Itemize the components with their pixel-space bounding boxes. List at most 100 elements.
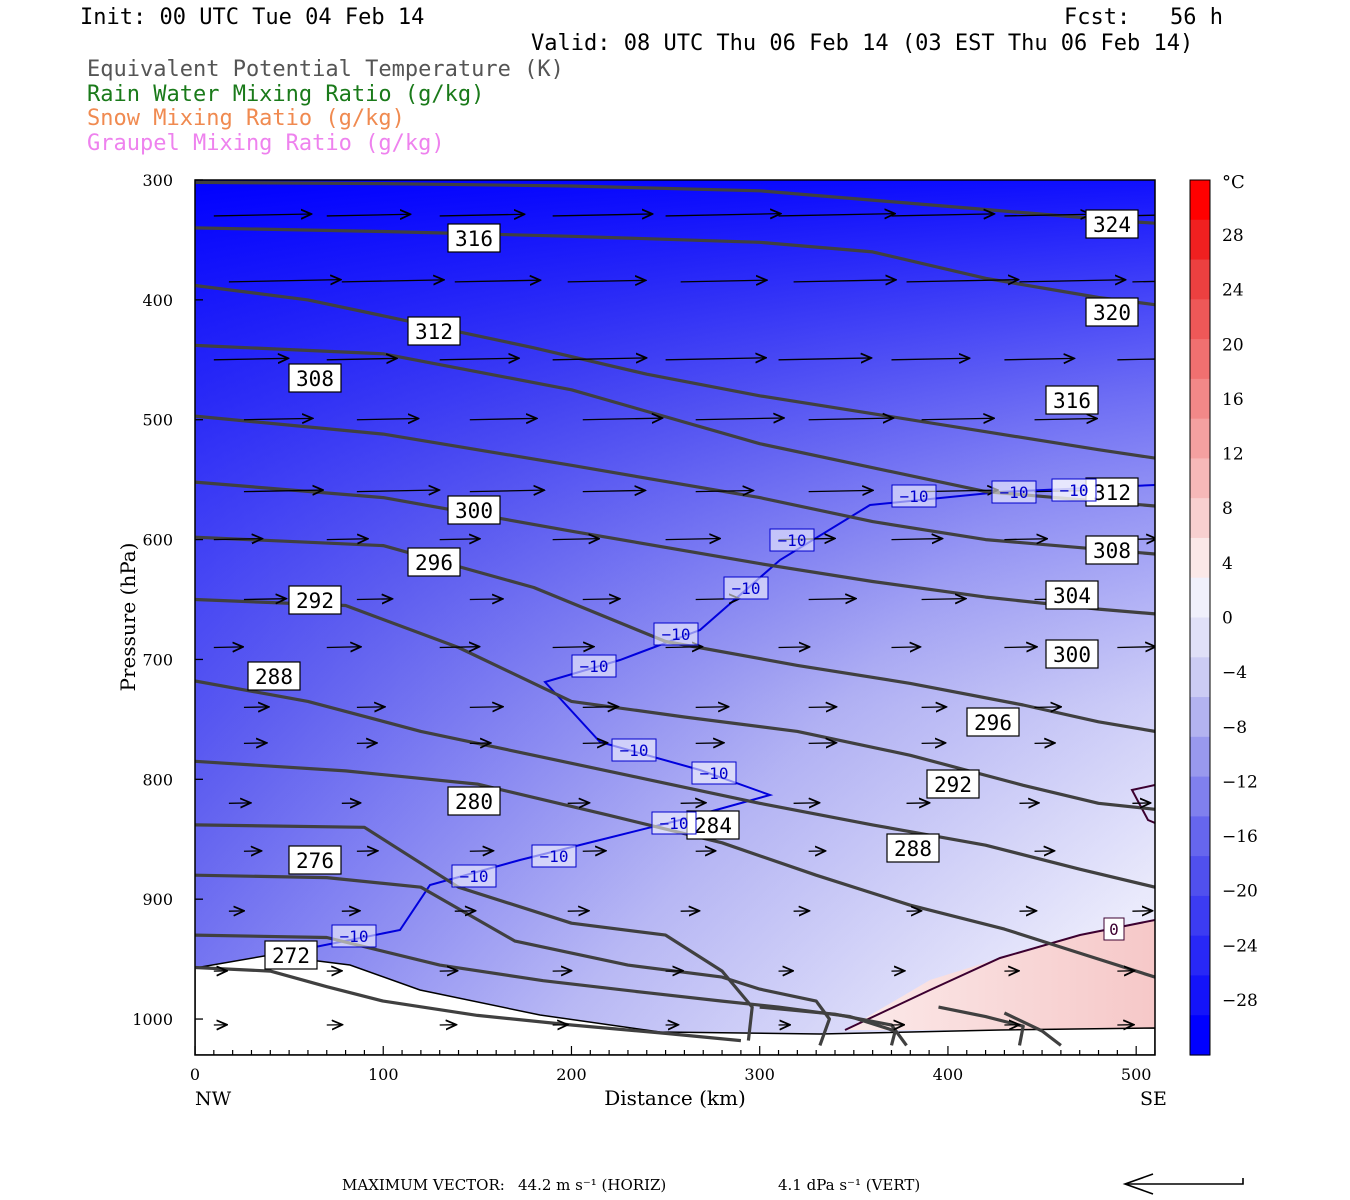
colorbar-label: 24 — [1222, 281, 1244, 301]
isentrope — [1003, 1011, 1062, 1047]
colorbar-frame — [1189, 179, 1211, 1056]
colorbar-swatch — [1190, 299, 1210, 340]
isotherm-label: −10 — [1051, 478, 1097, 502]
colorbar-swatch — [1190, 975, 1210, 1016]
isentrope — [195, 823, 754, 1041]
wind-vector — [808, 418, 894, 420]
wind-vector — [906, 280, 1019, 282]
colorbar-label: 20 — [1222, 335, 1244, 355]
wind-vector — [808, 743, 837, 744]
zero-label: 0 — [1103, 917, 1125, 941]
isotherm-label: −10 — [571, 654, 617, 678]
wind-vector — [1004, 539, 1047, 540]
isentrope — [195, 414, 1155, 556]
isentrope-label: 308 — [1085, 535, 1139, 565]
colorbar-label: −4 — [1222, 663, 1247, 683]
colorbar-swatch — [1190, 776, 1210, 817]
wind-vector — [891, 358, 969, 360]
isotherm-label: −10 — [769, 528, 815, 552]
colorbar-swatch — [1190, 339, 1210, 380]
isentrope-label: 288 — [247, 661, 301, 691]
isentrope-label: 296 — [407, 547, 461, 577]
wind-vector — [808, 490, 873, 491]
isentrope-label-box — [447, 495, 501, 525]
colorbar-label: 0 — [1222, 609, 1233, 629]
isentrope-label-box — [886, 833, 940, 863]
wind-vector — [243, 418, 313, 419]
isotherm-label: −10 — [691, 761, 737, 785]
wind-vector — [680, 803, 706, 804]
isentrope-label-text: 308 — [296, 367, 334, 391]
isotherm-label-box — [991, 480, 1037, 504]
colorbar-swatch — [1190, 378, 1210, 420]
isentrope-label: 296 — [966, 707, 1020, 737]
wind-vector — [1019, 280, 1125, 282]
max-vector-vert: 4.1 dPa s⁻¹ (VERT) — [778, 1176, 921, 1194]
wind-vector — [665, 358, 766, 360]
isotherm-label-text: −10 — [1060, 481, 1089, 500]
colorbar-swatch — [1190, 577, 1210, 619]
isotherm-label-text: −10 — [1000, 483, 1029, 502]
isentrope — [195, 226, 1155, 307]
legend-rain: Rain Water Mixing Ratio (g/kg) — [87, 82, 485, 107]
zero-label-text: 0 — [1109, 920, 1119, 939]
y-tick-label: 900 — [142, 890, 173, 909]
y-tick-label: 800 — [142, 770, 173, 789]
isentrope-label-box — [447, 786, 501, 816]
wind-vector — [1004, 358, 1074, 359]
colorbar-label: −28 — [1222, 991, 1258, 1011]
max-vector-horiz: 44.2 m s⁻¹ (HORIZ) — [518, 1176, 667, 1194]
isentrope-label: 308 — [288, 363, 342, 393]
isotherm-label-box — [723, 576, 769, 600]
reference-vector — [1122, 1173, 1244, 1195]
plot-frame — [194, 179, 1156, 1056]
wind-vector — [1034, 418, 1097, 419]
x-tick-label: 0 — [190, 1065, 200, 1084]
wind-vector — [891, 214, 994, 216]
isentrope-label-box — [1045, 639, 1099, 669]
isotherm-label: −10 — [651, 811, 697, 835]
isentrope-label: 280 — [447, 786, 501, 816]
isotherm-label-text: −10 — [460, 867, 489, 886]
isentrope-label-text: 280 — [455, 790, 493, 814]
colorbar-label: 12 — [1222, 445, 1244, 465]
wind-vector — [469, 707, 503, 708]
isotherm-label: −10 — [653, 622, 699, 646]
isotherm-label-box — [1051, 478, 1097, 502]
wind-vector — [213, 647, 243, 648]
wind-vector — [356, 418, 419, 419]
isotherm-label-text: −10 — [732, 579, 761, 598]
colorbar-swatch — [1190, 1015, 1210, 1056]
isentrope — [195, 679, 1155, 889]
x-tick-label: 400 — [933, 1065, 964, 1084]
wind-vector — [665, 647, 703, 648]
wind-vector — [921, 599, 966, 600]
isotherm-label-box — [451, 864, 497, 888]
isotherm-label-text: −10 — [660, 814, 689, 833]
wind-vector — [582, 418, 663, 420]
isotherm-label-box — [691, 761, 737, 785]
isentrope-label-text: 272 — [272, 944, 310, 968]
isentrope-label: 316 — [447, 223, 501, 253]
x-tick-label: 300 — [744, 1065, 775, 1084]
wind-vector — [695, 490, 753, 491]
isentrope-label-text: 308 — [1093, 539, 1131, 563]
isentrope-label: 300 — [447, 495, 501, 525]
wind-vector — [439, 214, 525, 216]
wind-vector — [582, 707, 618, 708]
wind-vector — [552, 647, 594, 648]
isentrope-label-box — [1085, 535, 1139, 565]
colorbar-swatch — [1190, 935, 1210, 977]
warm-sector — [845, 920, 1155, 1030]
colorbar-swatch — [1190, 657, 1210, 698]
isentrope-label-box — [447, 223, 501, 253]
colorbar-label: 8 — [1222, 499, 1233, 519]
y-axis-title: Pressure (hPa) — [116, 543, 140, 692]
isotherm-label-text: −10 — [620, 741, 649, 760]
x-right-label: SE — [1140, 1088, 1167, 1110]
isotherm-label-box — [331, 924, 377, 948]
wind-vector — [552, 539, 599, 540]
isotherm-label: −10 — [891, 484, 937, 508]
colorbar-label: −8 — [1222, 718, 1247, 738]
isentrope-label-box — [1085, 209, 1139, 239]
